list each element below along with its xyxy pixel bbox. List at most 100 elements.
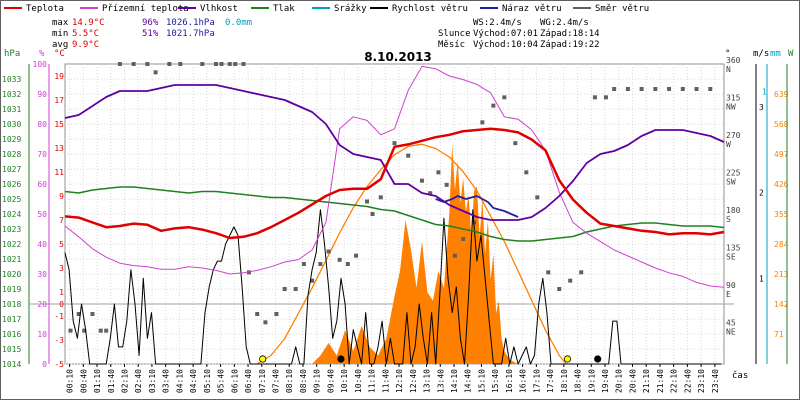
wind-dir-point <box>568 278 573 283</box>
wind-dir-compass-label: W <box>726 140 731 149</box>
temperature-tick-label: 5 <box>59 240 64 249</box>
moonrise-time: Východ:10:04 <box>473 40 538 50</box>
temperature-tick-label: 7 <box>59 216 64 225</box>
wind-dir-point <box>708 87 713 91</box>
wind-dir-compass-label: E <box>726 290 731 299</box>
x-tick-label: 18:10 <box>560 369 569 393</box>
x-tick-label: 00:10 <box>66 369 75 393</box>
temperature-tick-label: 15 <box>54 120 64 129</box>
series-solar-max-line <box>256 143 567 365</box>
series-rychlost-vetru-line <box>64 209 722 365</box>
solar-tick-label: 497 <box>774 150 789 159</box>
sunrise-time: Východ:07:01 <box>473 29 538 39</box>
wind-dir-point <box>255 312 260 316</box>
wind-dir-point <box>444 182 449 187</box>
wind-dir-point <box>131 62 136 66</box>
stat-min-hum: 51% <box>142 29 159 39</box>
legend-label: Srážky <box>334 4 367 14</box>
temperature-tick-label: 9 <box>59 192 64 201</box>
x-tick-label: 13:10 <box>423 369 432 393</box>
legend-label: Tlak <box>273 4 295 14</box>
wind-dir-point <box>145 62 150 66</box>
wind-dir-compass-label: SW <box>726 178 736 187</box>
moonrise-marker <box>337 355 345 363</box>
axis-title-degc: °C <box>54 49 65 59</box>
x-axis: 00:10 00:40 01:10 01:40 02:10 02:40 03:10 03:40… <box>66 364 720 393</box>
temperature-tick-label: 1 <box>59 288 64 297</box>
solar-tick-label: 142 <box>774 300 789 309</box>
wind-dir-point <box>546 270 551 275</box>
axis-title-mm: mm <box>770 49 781 59</box>
stat-max-press: 1026.1hPa <box>166 18 215 28</box>
wind-dir-point <box>117 62 122 66</box>
wind-dir-point <box>480 120 485 125</box>
wind-dir-point <box>452 253 457 258</box>
wind-speed-tick-label: 1 <box>759 274 764 283</box>
x-tick-label: 03:40 <box>162 369 171 393</box>
moon-label: Měsíc <box>438 40 465 50</box>
wind-dir-point <box>625 87 630 91</box>
x-tick-label: 09:40 <box>326 369 335 393</box>
wind-dir-point <box>354 253 359 258</box>
wind-dir-point <box>406 153 411 158</box>
wind-dir-point <box>345 262 350 266</box>
stat-max-hum: 96% <box>142 18 159 28</box>
solar-tick-label: 284 <box>774 240 789 249</box>
pressure-tick-label: 1033 <box>2 75 21 84</box>
wind-dir-point <box>535 195 540 200</box>
wind-dir-point <box>653 87 658 91</box>
x-tick-label: 12:40 <box>409 369 418 393</box>
x-tick-label: 17:10 <box>532 369 541 393</box>
pressure-tick-label: 1027 <box>2 165 21 174</box>
wind-dir-point <box>461 237 466 241</box>
x-tick-label: 19:10 <box>587 369 596 393</box>
temperature-tick-label: -1 <box>54 312 64 321</box>
wind-dir-point <box>667 87 672 91</box>
wind-dir-point <box>365 199 370 204</box>
wind-dir-point <box>167 62 172 66</box>
pressure-tick-label: 1025 <box>2 195 21 204</box>
wind-dir-degree-label: 90 <box>726 281 736 290</box>
wind-dir-point <box>326 249 331 254</box>
stats-block: max 14.9°C 96% 1026.1hPa 0.0mm min 5.5°C… <box>52 18 600 50</box>
wind-dir-point <box>502 95 507 100</box>
stat-min-temp: 5.5°C <box>72 29 99 39</box>
series-vlhkost-line <box>64 84 725 221</box>
temperature-tick-label: 13 <box>54 144 64 153</box>
sun-label: Slunce <box>438 29 471 39</box>
humidity-tick-label: 10 <box>37 330 47 339</box>
wind-speed-tick-label: 3 <box>759 103 764 112</box>
markers-layer <box>259 355 602 363</box>
wind-dir-point <box>694 87 699 91</box>
x-tick-label: 10:40 <box>354 369 363 393</box>
x-tick-label: 02:10 <box>120 369 129 393</box>
temperature-tick-label: -5 <box>54 360 64 369</box>
x-tick-label: 15:10 <box>477 369 486 393</box>
wind-dir-degree-label: 45 <box>726 319 736 328</box>
wind-dir-point <box>274 312 279 316</box>
x-tick-label: 17:40 <box>546 369 555 393</box>
pressure-tick-label: 1031 <box>2 105 21 114</box>
stat-max-temp: 14.9°C <box>72 18 105 28</box>
x-tick-label: 08:40 <box>299 369 308 393</box>
pressure-tick-label: 1032 <box>2 90 21 99</box>
wind-dir-point <box>579 270 584 275</box>
axis-title-ms: m/s <box>753 49 769 59</box>
wind-dir-degree-label: 315 <box>726 94 741 103</box>
x-tick-label: 22:10 <box>670 369 679 393</box>
wind-dir-point <box>428 191 433 196</box>
wind-dir-compass-label: S <box>726 215 731 224</box>
legend-label: Teplota <box>26 4 64 14</box>
x-tick-label: 12:10 <box>395 369 404 393</box>
x-tick-label: 02:40 <box>134 369 143 393</box>
x-tick-label: 16:40 <box>519 369 528 393</box>
stat-min-label: min <box>52 29 68 39</box>
x-tick-label: 16:10 <box>505 369 514 393</box>
x-tick-label: 14:40 <box>464 369 473 393</box>
temperature-tick-label: 17 <box>54 96 64 105</box>
legend-label: Vlhkost <box>200 4 238 14</box>
solar-tick-label: 568 <box>774 120 789 129</box>
chart-title: 8.10.2013 <box>364 50 432 64</box>
wind-dir-point <box>82 328 87 333</box>
